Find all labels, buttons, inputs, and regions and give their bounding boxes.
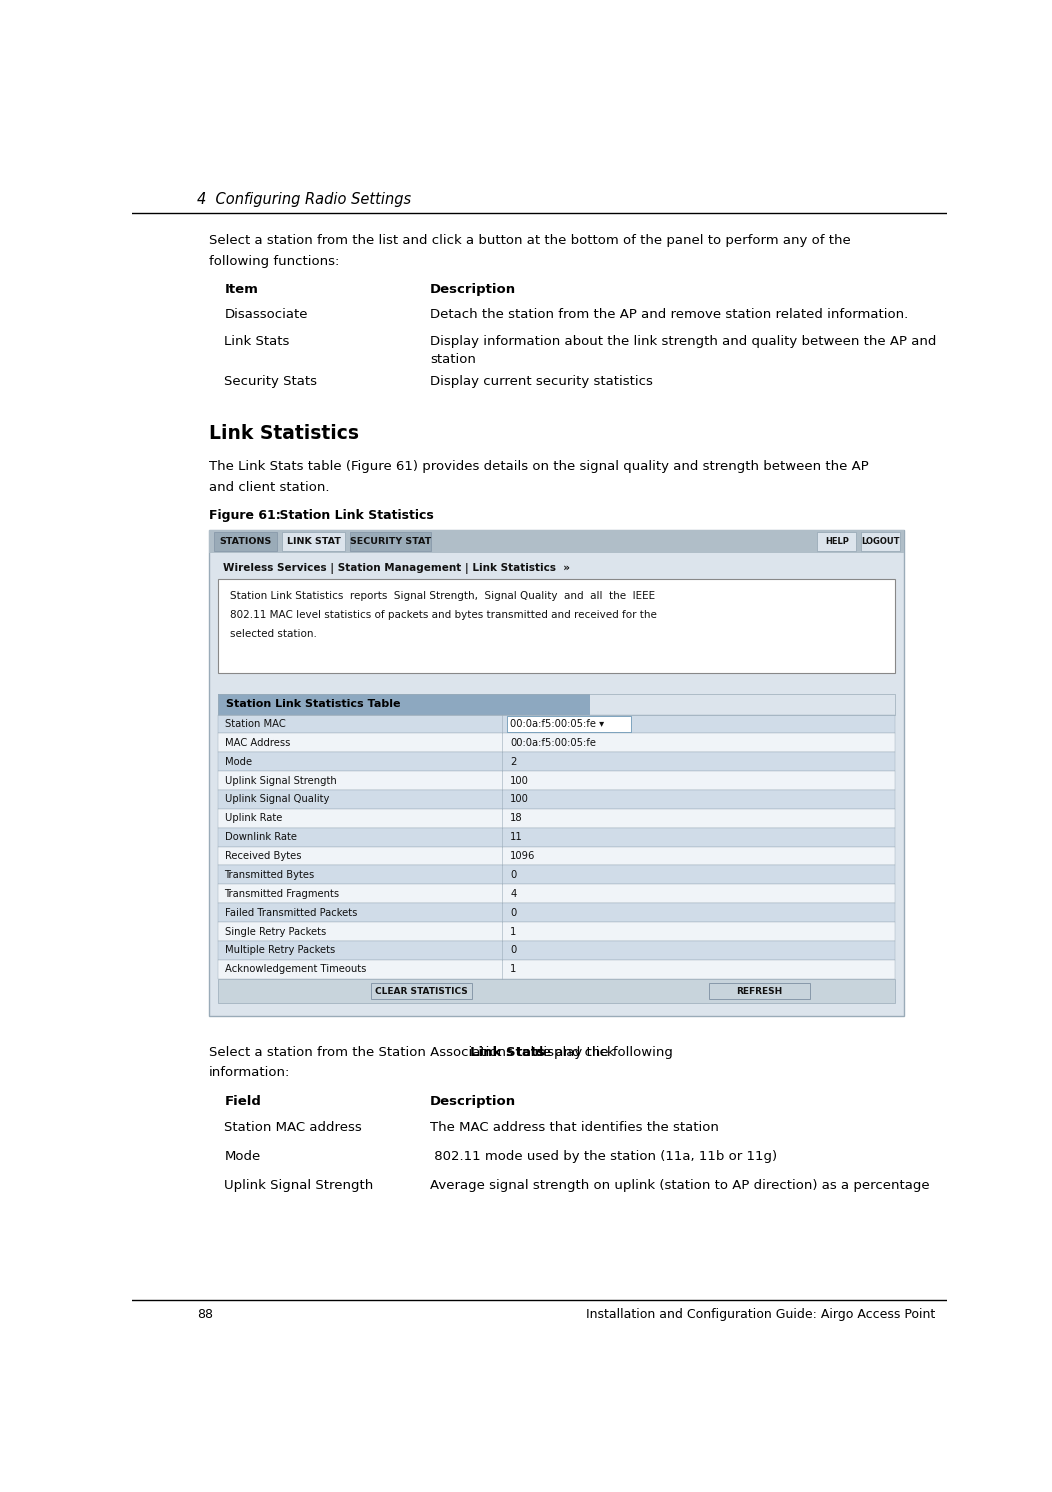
Text: Select a station from the Station Associations table and click: Select a station from the Station Associ… <box>209 1046 619 1059</box>
Bar <box>219 959 895 979</box>
Text: Station MAC: Station MAC <box>224 719 285 730</box>
Text: Multiple Retry Packets: Multiple Retry Packets <box>224 946 335 955</box>
Text: 1: 1 <box>510 927 517 937</box>
Text: Field: Field <box>224 1095 261 1109</box>
Bar <box>219 771 895 791</box>
Text: Figure 61:: Figure 61: <box>209 509 281 522</box>
Text: Item: Item <box>224 282 259 295</box>
Bar <box>219 846 895 865</box>
Bar <box>219 715 895 734</box>
Text: Description: Description <box>430 282 515 295</box>
Bar <box>219 828 895 846</box>
Text: and client station.: and client station. <box>209 480 329 494</box>
Text: Transmitted Fragments: Transmitted Fragments <box>224 889 340 898</box>
Bar <box>861 533 899 551</box>
Bar <box>219 941 895 959</box>
Text: Security Stats: Security Stats <box>224 374 318 388</box>
Bar <box>219 809 895 828</box>
Text: 1: 1 <box>510 964 517 974</box>
Text: Received Bytes: Received Bytes <box>224 850 301 861</box>
Text: Display current security statistics: Display current security statistics <box>430 374 652 388</box>
Text: 100: 100 <box>510 794 529 804</box>
Text: 18: 18 <box>510 813 523 824</box>
Text: HELP: HELP <box>825 537 849 546</box>
Bar <box>219 979 895 1003</box>
Text: information:: information: <box>209 1067 290 1079</box>
Text: Uplink Rate: Uplink Rate <box>224 813 282 824</box>
Text: LINK STAT: LINK STAT <box>287 537 341 546</box>
Text: Mode: Mode <box>224 1150 261 1162</box>
Bar <box>219 694 895 715</box>
Bar <box>709 983 810 1000</box>
Text: 11: 11 <box>510 833 523 841</box>
Text: 0: 0 <box>510 946 517 955</box>
Text: to display the following: to display the following <box>512 1046 672 1059</box>
Text: Uplink Signal Quality: Uplink Signal Quality <box>224 794 329 804</box>
Text: LOGOUT: LOGOUT <box>861 537 899 546</box>
Text: Display information about the link strength and quality between the AP and
stati: Display information about the link stren… <box>430 336 936 366</box>
Text: MAC Address: MAC Address <box>224 739 290 747</box>
Text: Failed Transmitted Packets: Failed Transmitted Packets <box>224 907 357 918</box>
Bar <box>214 531 277 551</box>
Text: STATIONS: STATIONS <box>219 537 271 546</box>
Bar <box>282 531 345 551</box>
Bar <box>209 530 904 1016</box>
Bar <box>817 533 856 551</box>
Text: 802.11 MAC level statistics of packets and bytes transmitted and received for th: 802.11 MAC level statistics of packets a… <box>230 610 656 619</box>
Text: REFRESH: REFRESH <box>736 986 783 995</box>
Text: 0: 0 <box>510 870 517 880</box>
Text: 4  Configuring Radio Settings: 4 Configuring Radio Settings <box>198 192 411 207</box>
Text: Select a station from the list and click a button at the bottom of the panel to : Select a station from the list and click… <box>209 234 851 248</box>
Text: Link Stats: Link Stats <box>470 1046 545 1059</box>
Bar <box>219 734 895 752</box>
Text: 88: 88 <box>198 1308 214 1320</box>
Text: Transmitted Bytes: Transmitted Bytes <box>224 870 315 880</box>
Text: Station Link Statistics  reports  Signal Strength,  Signal Quality  and  all  th: Station Link Statistics reports Signal S… <box>230 591 655 601</box>
Text: CLEAR STATISTICS: CLEAR STATISTICS <box>375 986 468 995</box>
Text: 100: 100 <box>510 776 529 786</box>
Text: Link Stats: Link Stats <box>224 336 290 348</box>
Bar <box>219 579 895 673</box>
Text: Detach the station from the AP and remove station related information.: Detach the station from the AP and remov… <box>430 307 908 321</box>
Text: Description: Description <box>430 1095 515 1109</box>
Bar <box>209 530 904 554</box>
Bar <box>350 531 431 551</box>
Text: Uplink Signal Strength: Uplink Signal Strength <box>224 1179 373 1192</box>
Text: 2: 2 <box>510 756 517 767</box>
Text: Station Link Statistics: Station Link Statistics <box>262 509 433 522</box>
Text: Acknowledgement Timeouts: Acknowledgement Timeouts <box>224 964 366 974</box>
Text: Average signal strength on uplink (station to AP direction) as a percentage: Average signal strength on uplink (stati… <box>430 1179 930 1192</box>
Text: 0: 0 <box>510 907 517 918</box>
Text: following functions:: following functions: <box>209 255 340 269</box>
Text: SECURITY STAT: SECURITY STAT <box>350 537 431 546</box>
Bar <box>219 865 895 885</box>
Text: Disassociate: Disassociate <box>224 307 308 321</box>
Bar <box>507 716 631 733</box>
Text: Mode: Mode <box>224 756 251 767</box>
Text: selected station.: selected station. <box>230 628 317 639</box>
Text: Single Retry Packets: Single Retry Packets <box>224 927 326 937</box>
Text: Downlink Rate: Downlink Rate <box>224 833 297 841</box>
Text: Station Link Statistics Table: Station Link Statistics Table <box>226 700 401 709</box>
Text: 00:0a:f5:00:05:fe ▾: 00:0a:f5:00:05:fe ▾ <box>510 719 604 730</box>
Text: Installation and Configuration Guide: Airgo Access Point: Installation and Configuration Guide: Ai… <box>586 1308 935 1320</box>
Text: 4: 4 <box>510 889 517 898</box>
Bar <box>219 791 895 809</box>
Bar <box>371 983 471 1000</box>
Bar <box>219 885 895 903</box>
Text: The Link Stats table (Figure 61) provides details on the signal quality and stre: The Link Stats table (Figure 61) provide… <box>209 461 869 473</box>
Text: The MAC address that identifies the station: The MAC address that identifies the stat… <box>430 1120 719 1134</box>
Text: 802.11 mode used by the station (11a, 11b or 11g): 802.11 mode used by the station (11a, 11… <box>430 1150 777 1162</box>
Text: Station MAC address: Station MAC address <box>224 1120 362 1134</box>
Text: Wireless Services | Station Management | Link Statistics  »: Wireless Services | Station Management |… <box>223 564 570 574</box>
Text: Uplink Signal Strength: Uplink Signal Strength <box>224 776 337 786</box>
Bar <box>219 694 590 715</box>
Bar <box>219 752 895 771</box>
Bar <box>219 922 895 941</box>
Text: Link Statistics: Link Statistics <box>209 424 359 443</box>
Text: 1096: 1096 <box>510 850 535 861</box>
Text: 00:0a:f5:00:05:fe: 00:0a:f5:00:05:fe <box>510 739 596 747</box>
Bar <box>219 903 895 922</box>
